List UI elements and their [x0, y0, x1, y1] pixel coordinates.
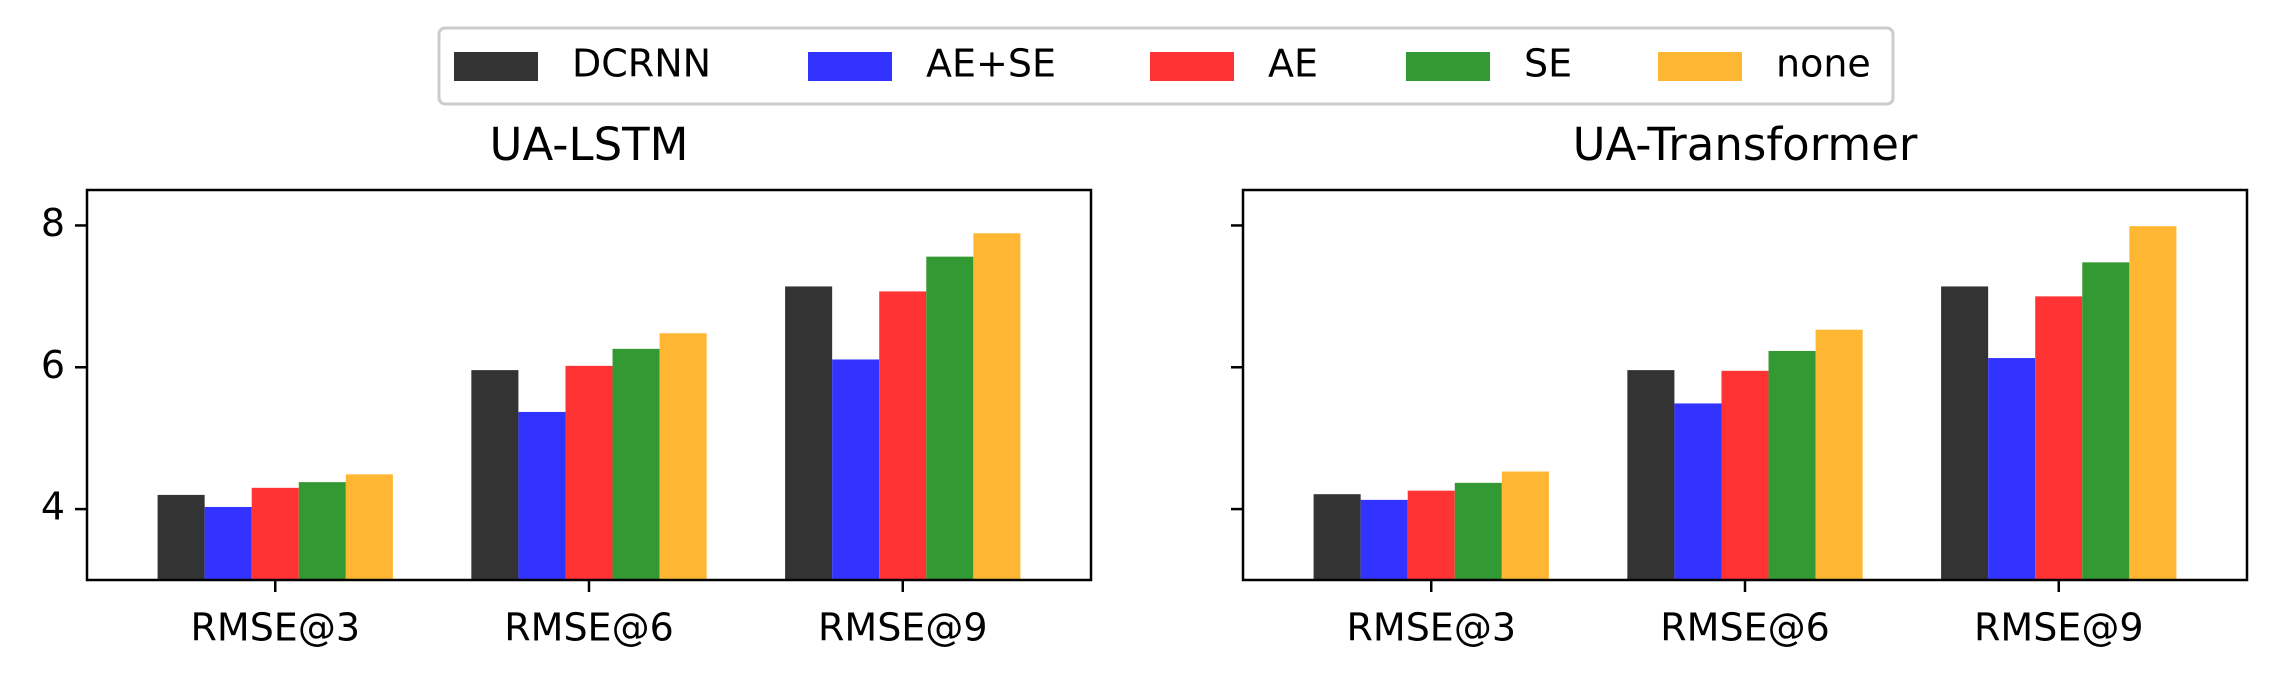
- chart-title: UA-LSTM: [490, 118, 689, 171]
- bar-none-rmse-6: [659, 333, 707, 580]
- bar-ae-rmse-6: [565, 365, 613, 580]
- legend-label-none: none: [1776, 42, 1871, 86]
- bar-ae-se-rmse-9: [1988, 358, 2036, 580]
- bar-dcrnn-rmse-6: [471, 370, 519, 580]
- y-tick-label: 4: [41, 485, 65, 529]
- y-tick-label: 6: [41, 343, 65, 387]
- legend-label-ae: AE: [1268, 42, 1318, 86]
- x-tick-label-rmse-6: RMSE@6: [504, 606, 674, 650]
- bar-ae-se-rmse-9: [832, 359, 880, 580]
- bar-none-rmse-9: [973, 233, 1021, 580]
- legend-swatch-ae: [1150, 52, 1234, 81]
- x-tick-label-rmse-9: RMSE@9: [1974, 606, 2144, 650]
- bar-dcrnn-rmse-3: [1313, 494, 1361, 580]
- bar-dcrnn-rmse-9: [1941, 286, 1989, 580]
- x-tick-label-rmse-6: RMSE@6: [1660, 606, 1830, 650]
- legend-swatch-ae-se: [808, 52, 892, 81]
- bar-dcrnn-rmse-6: [1627, 370, 1675, 580]
- x-tick-label-rmse-3: RMSE@3: [191, 606, 361, 650]
- bar-ae-rmse-6: [1721, 370, 1769, 580]
- bar-se-rmse-3: [298, 482, 346, 580]
- legend-label-ae-se: AE+SE: [926, 42, 1056, 86]
- y-tick-label: 8: [41, 201, 65, 245]
- bar-none-rmse-3: [1501, 471, 1549, 580]
- bar-se-rmse-9: [2082, 262, 2130, 580]
- legend-label-se: SE: [1524, 42, 1572, 86]
- bar-ae-se-rmse-6: [1674, 403, 1722, 580]
- bar-ae-se-rmse-3: [204, 506, 252, 580]
- bar-se-rmse-6: [612, 348, 660, 580]
- x-tick-label-rmse-9: RMSE@9: [818, 606, 988, 650]
- bar-se-rmse-3: [1454, 482, 1502, 580]
- bar-dcrnn-rmse-9: [785, 286, 833, 580]
- legend-swatch-se: [1406, 52, 1490, 81]
- bar-none-rmse-3: [345, 474, 393, 580]
- chart-panels: 4 6 8 RMSE@3 RMSE@6 RMSE@9 UA-LSTM RMSE@3 RMSE@6…: [41, 118, 2249, 650]
- bar-dcrnn-rmse-3: [157, 494, 205, 580]
- bar-ae-se-rmse-6: [518, 411, 566, 580]
- bar-ae-rmse-9: [2035, 296, 2083, 580]
- bar-ae-rmse-3: [251, 487, 299, 580]
- bar-se-rmse-9: [926, 256, 974, 580]
- bar-none-rmse-9: [2129, 226, 2177, 580]
- bar-ae-rmse-3: [1407, 490, 1455, 580]
- chart-panel-ua-lstm: 4 6 8 RMSE@3 RMSE@6 RMSE@9 UA-LSTM: [41, 118, 1093, 650]
- bar-none-rmse-6: [1815, 329, 1863, 580]
- legend-swatch-dcrnn: [454, 52, 538, 81]
- legend: DCRNN AE+SE AE SE none: [437, 26, 1895, 106]
- legend-swatch-none: [1658, 52, 1742, 81]
- bar-ae-rmse-9: [879, 291, 927, 580]
- bar-ae-se-rmse-3: [1360, 499, 1408, 580]
- bar-se-rmse-6: [1768, 350, 1816, 580]
- legend-label-dcrnn: DCRNN: [572, 42, 711, 86]
- chart-panel-ua-transformer: RMSE@3 RMSE@6 RMSE@9 UA-Transformer: [1231, 118, 2249, 650]
- x-tick-label-rmse-3: RMSE@3: [1347, 606, 1517, 650]
- chart-title: UA-Transformer: [1573, 118, 1918, 171]
